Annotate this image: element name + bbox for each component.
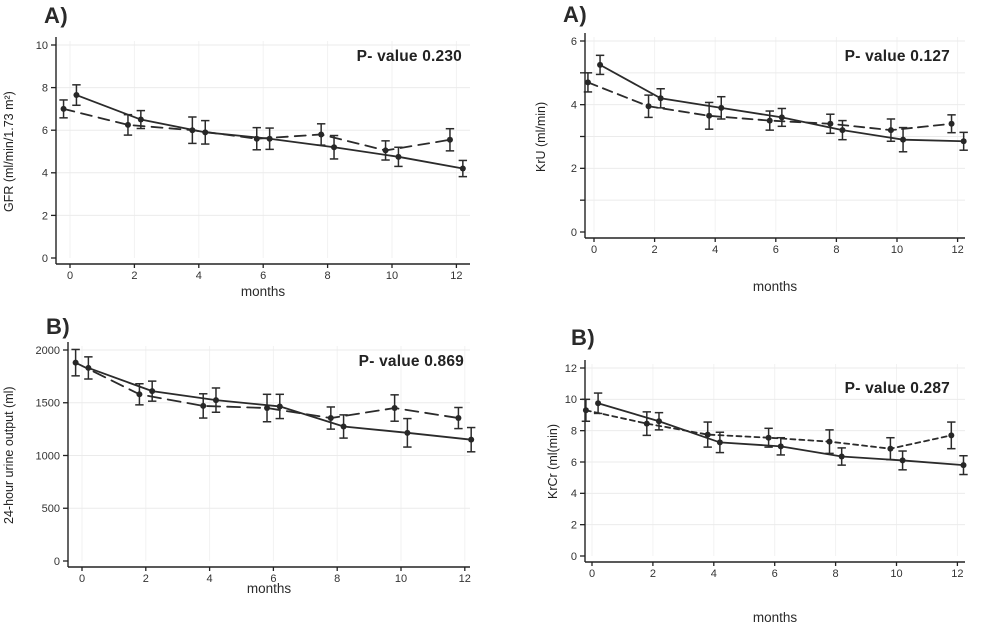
svg-text:500: 500 <box>42 503 60 515</box>
svg-text:6: 6 <box>773 244 779 256</box>
kru-line-chart: 0 2 4 6 0 2 4 6 8 10 12 <box>571 33 968 256</box>
svg-text:12: 12 <box>951 244 963 256</box>
x-axis-label: months <box>752 279 798 294</box>
svg-text:10: 10 <box>36 40 48 52</box>
svg-text:10: 10 <box>395 573 407 585</box>
svg-text:8: 8 <box>42 82 48 94</box>
y-axis-label: KrU (ml/min) <box>534 101 548 172</box>
svg-text:6: 6 <box>260 270 266 282</box>
chart-panel-krcr: 0 2 4 6 8 10 12 0 2 4 6 8 10 12 B) P- value 0.287 KrC… <box>500 310 1001 636</box>
svg-text:2: 2 <box>652 244 658 256</box>
y-axis-label: KrCr (ml(min) <box>546 424 560 500</box>
svg-text:12: 12 <box>951 568 963 580</box>
p-value-annotation: P- value 0.230 <box>356 48 462 65</box>
svg-text:6: 6 <box>571 36 577 48</box>
svg-text:4: 4 <box>207 573 213 585</box>
svg-text:0: 0 <box>67 270 73 282</box>
svg-text:8: 8 <box>833 568 839 580</box>
gfr-line-chart: 0 2 4 6 8 10 0 2 4 6 8 10 12 <box>36 37 470 282</box>
panel-letter: B) <box>571 325 596 350</box>
chart-panel-gfr: 0 2 4 6 8 10 0 2 4 6 8 10 12 A) P- value 0.230 GFR (… <box>0 0 500 310</box>
p-value-annotation: P- value 0.127 <box>844 48 950 65</box>
svg-text:4: 4 <box>571 488 577 500</box>
svg-text:8: 8 <box>571 426 577 438</box>
svg-text:2: 2 <box>143 573 149 585</box>
krcr-line-chart: 0 2 4 6 8 10 12 0 2 4 6 8 10 12 <box>565 360 968 580</box>
x-axis-label: months <box>752 610 798 625</box>
svg-text:8: 8 <box>833 244 839 256</box>
panel-letter: B) <box>46 314 71 339</box>
svg-text:10: 10 <box>386 270 398 282</box>
svg-text:2: 2 <box>42 210 48 222</box>
svg-text:0: 0 <box>54 556 60 568</box>
svg-text:2: 2 <box>571 163 577 175</box>
svg-text:2000: 2000 <box>36 345 60 357</box>
chart-panel-kru: 0 2 4 6 0 2 4 6 8 10 12 A) P- value 0.127 KrU (ml/… <box>500 0 1001 310</box>
p-value-annotation: P- value 0.869 <box>358 353 464 370</box>
svg-text:4: 4 <box>571 100 577 112</box>
svg-text:1500: 1500 <box>36 398 60 410</box>
svg-text:0: 0 <box>591 244 597 256</box>
svg-text:6: 6 <box>42 125 48 137</box>
svg-text:0: 0 <box>42 253 48 265</box>
svg-text:12: 12 <box>565 363 577 375</box>
p-value-annotation: P- value 0.287 <box>844 380 950 397</box>
svg-text:0: 0 <box>589 568 595 580</box>
x-axis-label: months <box>246 581 292 596</box>
svg-text:4: 4 <box>196 270 202 282</box>
svg-text:0: 0 <box>571 227 577 239</box>
svg-text:1000: 1000 <box>36 450 60 462</box>
svg-text:10: 10 <box>565 394 577 406</box>
svg-text:2: 2 <box>571 520 577 532</box>
svg-text:2: 2 <box>131 270 137 282</box>
svg-text:6: 6 <box>571 457 577 469</box>
svg-text:2: 2 <box>650 568 656 580</box>
svg-text:10: 10 <box>891 244 903 256</box>
svg-text:4: 4 <box>712 244 718 256</box>
svg-text:8: 8 <box>334 573 340 585</box>
x-axis-label: months <box>240 284 286 299</box>
svg-text:0: 0 <box>79 573 85 585</box>
svg-text:4: 4 <box>42 168 48 180</box>
svg-text:0: 0 <box>571 551 577 563</box>
y-axis-label: 24-hour urine output (ml) <box>2 386 16 525</box>
chart-panel-urine-output: 0 500 1000 1500 2000 0 2 4 6 8 10 12 B) P- value 0.… <box>0 310 500 636</box>
svg-text:4: 4 <box>711 568 717 580</box>
svg-text:6: 6 <box>270 573 276 585</box>
svg-text:12: 12 <box>459 573 471 585</box>
panel-letter: A) <box>44 3 69 28</box>
panel-letter: A) <box>563 2 588 27</box>
svg-text:6: 6 <box>772 568 778 580</box>
svg-text:12: 12 <box>450 270 462 282</box>
svg-text:10: 10 <box>890 568 902 580</box>
y-axis-label: GFR (ml/min/1.73 m²) <box>2 91 16 212</box>
urine-output-line-chart: 0 500 1000 1500 2000 0 2 4 6 8 10 12 <box>36 342 476 585</box>
svg-text:8: 8 <box>325 270 331 282</box>
